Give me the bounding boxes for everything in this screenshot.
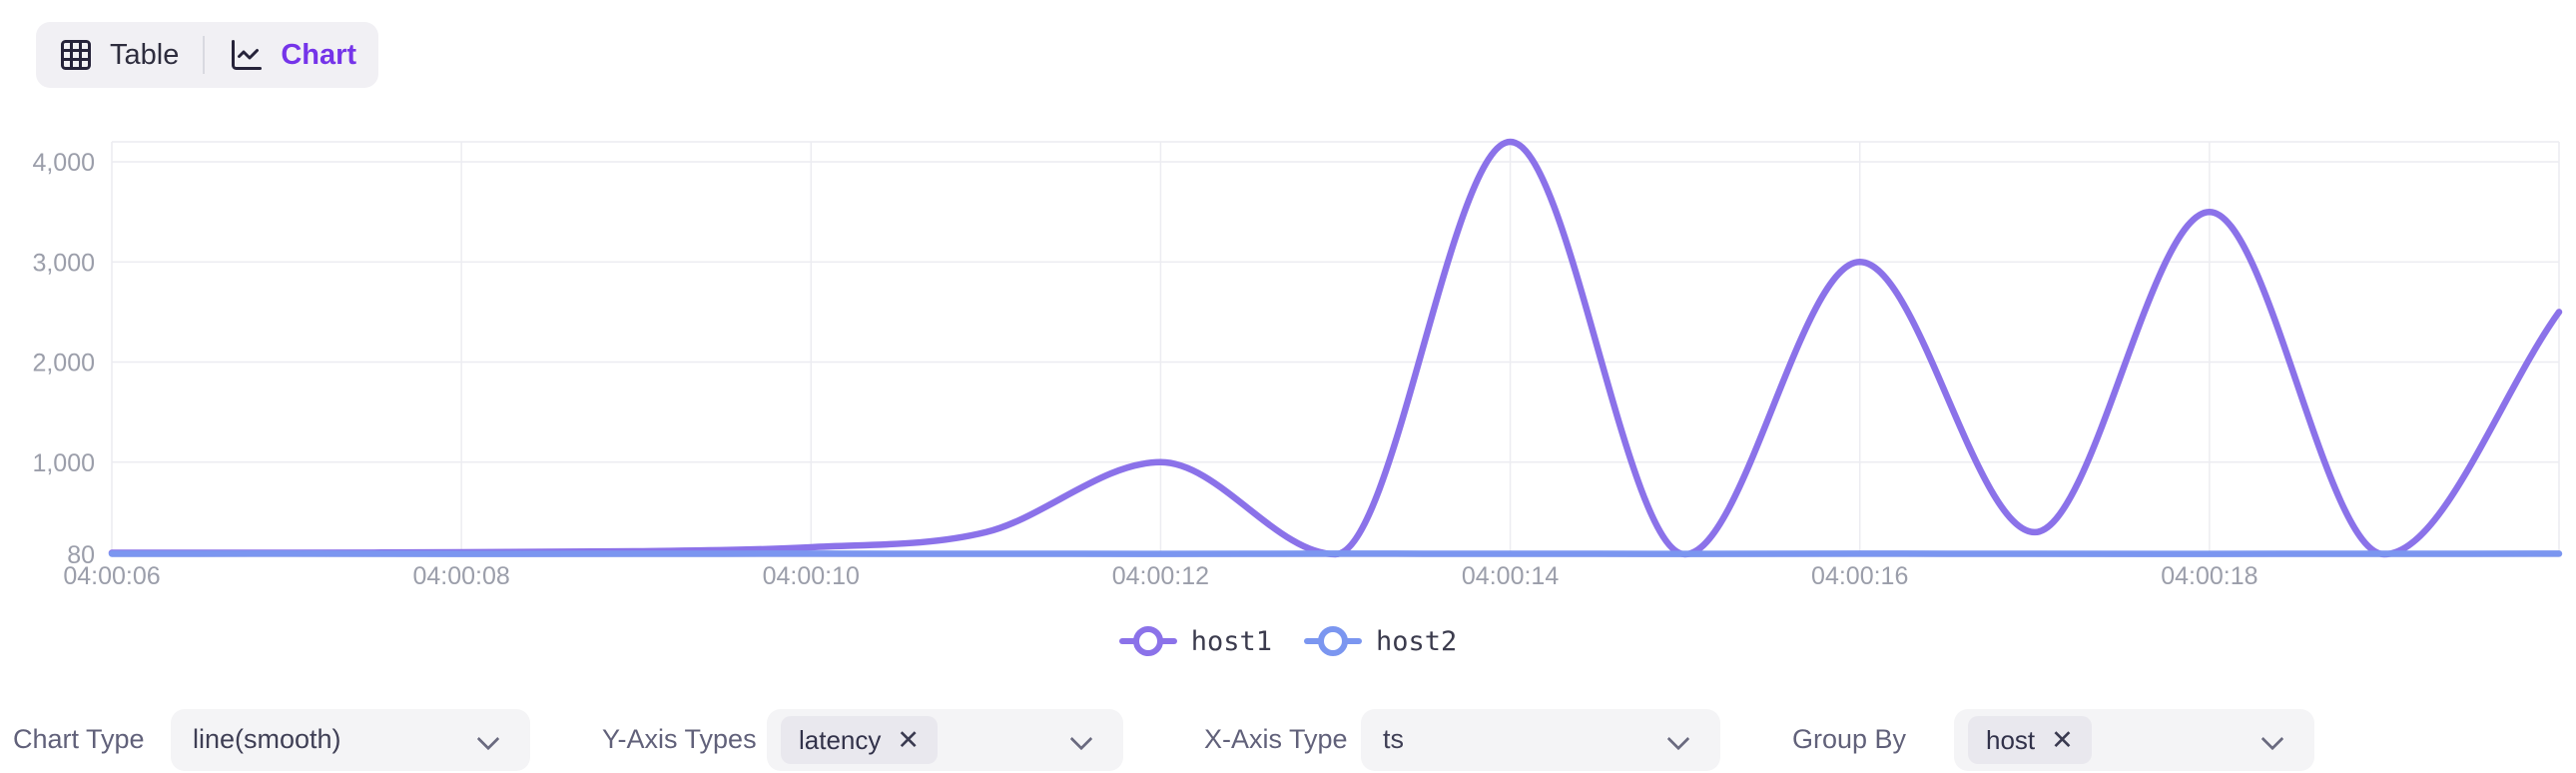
series-line-host1: [108, 138, 2563, 558]
chart-type-select[interactable]: line(smooth): [171, 709, 530, 771]
chevron-down-icon: [476, 727, 500, 751]
x-axis-label: 04:00:10: [763, 562, 860, 590]
x-axis-label: 04:00:12: [1112, 562, 1209, 590]
chevron-down-icon: [1069, 727, 1093, 751]
chart-controls: Chart Type line(smooth) Y-Axis Types lat…: [0, 707, 2576, 771]
remove-tag-icon[interactable]: ✕: [897, 724, 921, 755]
chart-legend: host1 host2: [0, 625, 2576, 657]
x-axis-label: 04:00:08: [412, 562, 509, 590]
x-axis-type-value: ts: [1383, 724, 1405, 754]
chart-canvas[interactable]: 80 1,000 2,000 3,000 4,000 04:00:06 04:00:08 04…: [0, 80, 2576, 619]
x-axis-label: 04:00:16: [1811, 562, 1908, 590]
y-axis-label: 80: [67, 541, 95, 569]
view-toggle: Table Chart: [36, 22, 379, 88]
y-axis-tag-latency: latency ✕: [781, 716, 939, 764]
legend-item-host1[interactable]: host1: [1118, 625, 1272, 657]
legend-marker-host2: [1304, 625, 1362, 657]
y-axis-label: 3,000: [32, 249, 95, 277]
x-axis-type-label: X-Axis Type: [1204, 724, 1348, 754]
legend-item-host2[interactable]: host2: [1304, 625, 1457, 657]
x-axis-label: 04:00:06: [63, 562, 160, 590]
table-icon: [61, 40, 91, 70]
group-by-label: Group By: [1792, 724, 1907, 754]
line-chart-icon: [232, 40, 263, 70]
x-axis-label: 04:00:18: [2161, 562, 2257, 590]
chevron-down-icon: [2260, 727, 2284, 751]
x-axis-label: 04:00:14: [1462, 562, 1559, 590]
toggle-divider: [203, 36, 206, 74]
chart-type-value: line(smooth): [193, 724, 341, 754]
tag-label: latency: [799, 724, 882, 755]
table-view-label: Table: [110, 38, 180, 71]
chart-type-label: Chart Type: [13, 724, 145, 754]
y-axis-label: 4,000: [32, 149, 95, 177]
legend-marker-host1: [1118, 625, 1177, 657]
chevron-down-icon: [1666, 727, 1690, 751]
y-axis-types-label: Y-Axis Types: [602, 724, 757, 754]
legend-label: host1: [1190, 625, 1272, 657]
group-by-tag-host: host ✕: [1968, 716, 2092, 764]
y-axis-label: 1,000: [32, 449, 95, 477]
legend-label: host2: [1376, 625, 1458, 657]
x-axis-type-select[interactable]: ts: [1361, 709, 1720, 771]
remove-tag-icon[interactable]: ✕: [2051, 724, 2074, 755]
tag-label: host: [1986, 724, 2036, 755]
table-view-button[interactable]: Table: [58, 37, 179, 73]
chart-view-label: Chart: [281, 38, 357, 71]
y-axis-label: 2,000: [32, 350, 95, 378]
chart-view-button[interactable]: Chart: [229, 37, 356, 73]
group-by-select[interactable]: host ✕: [1954, 709, 2314, 771]
y-axis-types-select[interactable]: latency ✕: [767, 709, 1123, 771]
legend-ring-icon: [1318, 626, 1348, 656]
legend-ring-icon: [1132, 626, 1163, 656]
